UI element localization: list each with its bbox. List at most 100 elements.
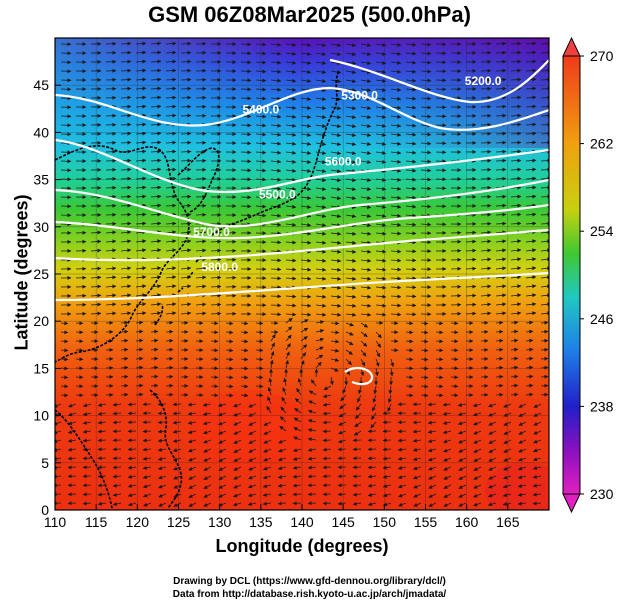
wind-arrow [495, 104, 507, 109]
wind-arrow [322, 394, 332, 399]
wind-arrow [300, 267, 312, 272]
wind-arrow [375, 340, 382, 348]
wind-arrow [390, 267, 402, 272]
wind-arrow [285, 60, 297, 65]
wind-arrow [210, 284, 222, 289]
wind-arrow [105, 248, 117, 253]
wind-arrow [345, 303, 357, 308]
wind-arrow [135, 248, 147, 253]
wind-arrow [315, 97, 327, 102]
wind-arrow [120, 230, 132, 235]
wind-arrow [150, 104, 162, 109]
wind-arrow [165, 203, 177, 208]
wind-arrow [120, 383, 129, 388]
wind-arrow [255, 357, 264, 362]
wind-arrow [360, 205, 372, 210]
wind-arrow [525, 284, 537, 289]
wind-arrow [435, 348, 444, 353]
wind-arrow [135, 59, 147, 64]
wind-arrow [60, 339, 69, 344]
wind-arrow [390, 105, 402, 110]
wind-arrow [135, 104, 147, 109]
wind-arrow [97, 402, 107, 407]
wind-arrow [360, 97, 372, 102]
wind-arrow [345, 312, 357, 317]
wind-arrow [150, 194, 162, 199]
wind-arrow [315, 346, 324, 351]
wind-arrow [360, 240, 372, 245]
wind-arrow [120, 293, 132, 298]
wind-arrow [315, 214, 327, 219]
wind-arrow [285, 240, 297, 245]
wind-arrow [360, 214, 372, 219]
wind-arrow [180, 77, 192, 82]
wind-arrow [285, 222, 297, 227]
wind-arrow [315, 312, 327, 317]
colorbar-bottom-arrow [562, 493, 581, 514]
wind-arrow [315, 231, 327, 236]
wind-arrow [135, 266, 147, 271]
wind-arrow [405, 159, 417, 164]
wind-arrow [405, 222, 417, 227]
wind-arrow [135, 293, 147, 298]
wind-arrow [120, 77, 132, 82]
wind-arrow [457, 402, 467, 407]
wind-arrow [300, 51, 312, 56]
wind-arrow [435, 375, 444, 380]
wind-arrow [390, 51, 402, 56]
wind-arrow [495, 329, 504, 334]
wind-arrow [510, 248, 522, 253]
contour-label: 5500.0 [259, 187, 296, 201]
wind-arrow [285, 312, 297, 317]
wind-arrow [270, 159, 282, 164]
wind-arrow [355, 403, 362, 411]
wind-arrow [210, 302, 222, 307]
wind-arrow [165, 113, 177, 118]
wind-arrow [330, 169, 342, 174]
wind-arrow [360, 61, 372, 66]
wind-arrow [358, 385, 362, 395]
wind-arrow [375, 60, 387, 65]
wind-arrow [405, 294, 417, 299]
wind-arrow [510, 59, 522, 64]
wind-arrow [60, 366, 69, 371]
wind-arrow [525, 104, 537, 109]
wind-arrow [296, 388, 302, 396]
wind-arrow [135, 95, 147, 100]
wind-arrow [225, 348, 234, 353]
wind-arrow [270, 285, 282, 290]
wind-arrow [210, 257, 222, 262]
wind-arrow [525, 392, 534, 397]
wind-arrow [120, 320, 129, 325]
wind-arrow [315, 52, 327, 57]
wind-arrow [435, 321, 444, 326]
wind-arrow [525, 347, 534, 352]
wind-arrow [390, 294, 402, 299]
wind-arrow [375, 285, 387, 290]
plot-area: 5400.0 5300.0 5200.0 5500.0 5600.0 5700.0 5800… [54, 37, 550, 511]
wind-arrow [120, 140, 132, 145]
wind-arrow [150, 374, 159, 379]
wind-arrow [255, 114, 267, 119]
wind-arrow [360, 70, 372, 75]
wind-arrow [135, 176, 147, 181]
wind-arrow [315, 205, 327, 210]
wind-arrow [390, 258, 402, 263]
wind-arrow [360, 124, 372, 129]
wind-arrow [525, 257, 537, 262]
wind-arrow [315, 106, 327, 111]
wind-arrow [390, 168, 402, 173]
wind-arrow [165, 275, 177, 280]
wind-arrow [150, 50, 162, 55]
wind-arrow [120, 95, 132, 100]
wind-arrow [281, 396, 287, 405]
wind-arrow [120, 41, 132, 46]
wind-arrow [150, 95, 162, 100]
wind-arrow [405, 51, 417, 56]
wind-arrow [135, 212, 147, 217]
wind-arrow [495, 347, 504, 352]
wind-arrow [330, 52, 342, 57]
wind-arrow [135, 356, 144, 361]
wind-arrow [315, 267, 327, 272]
y-tick-label: 0 [41, 502, 49, 518]
